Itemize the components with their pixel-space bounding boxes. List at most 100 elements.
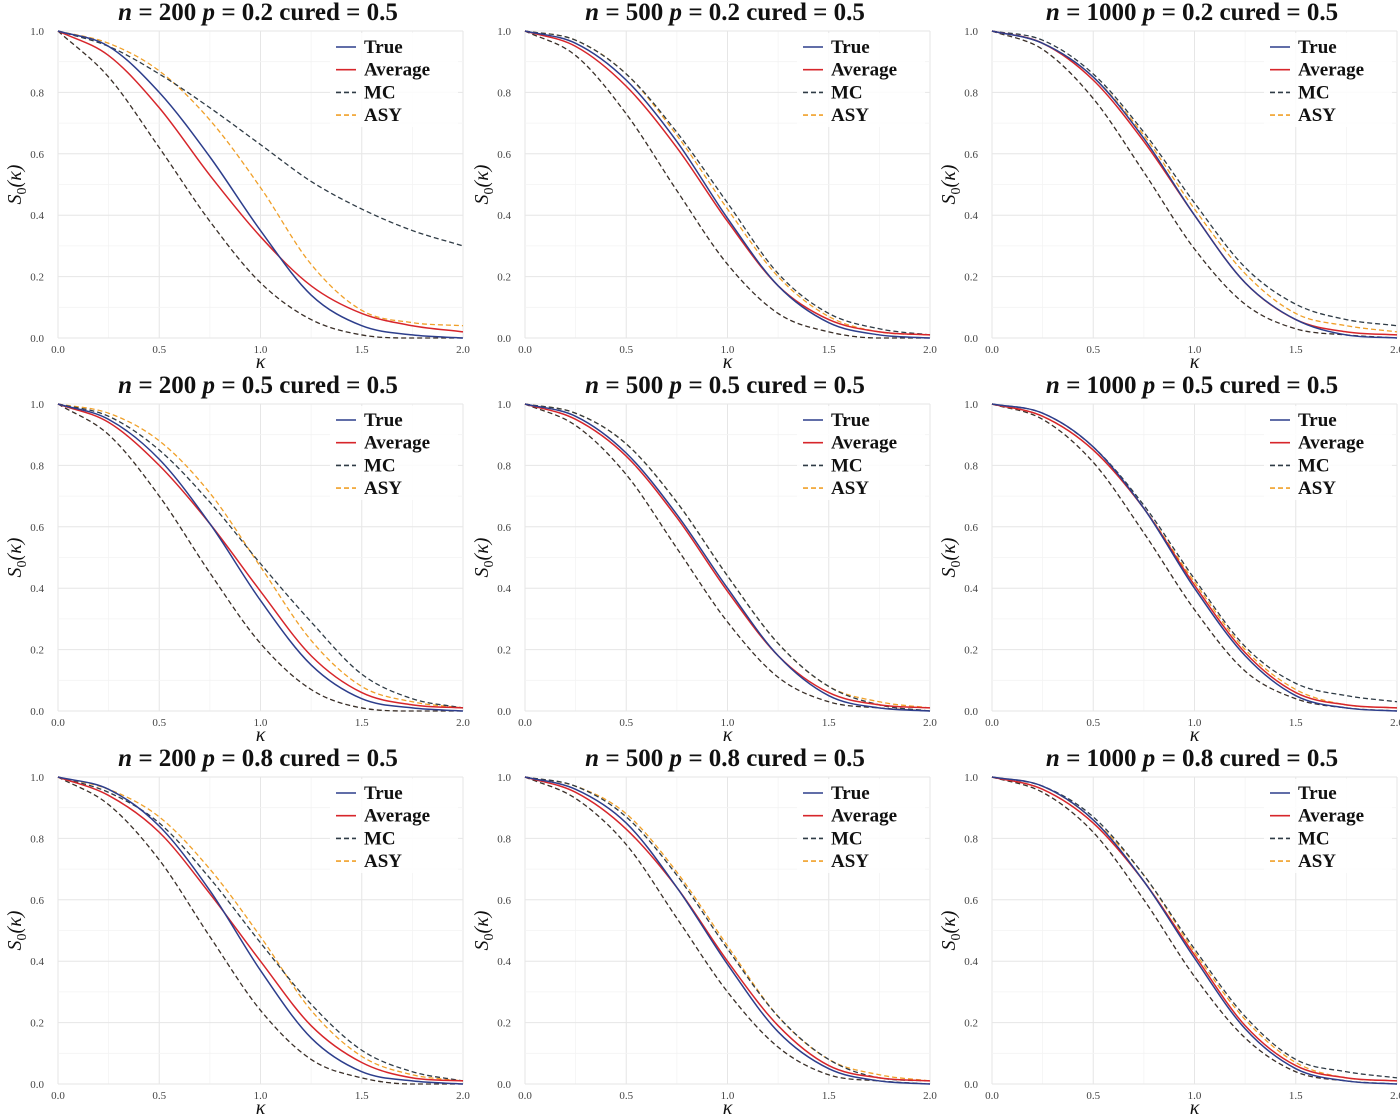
chart-title-part: 0.5 cured =	[703, 372, 828, 399]
y-tick-label: 0.2	[30, 645, 44, 657]
chart-title-part: n =	[118, 745, 152, 772]
legend-label: ASY	[1298, 851, 1336, 872]
y-tick-label: 0.8	[964, 833, 978, 845]
chart-title-part: 200	[153, 0, 197, 26]
x-tick-label: 2.0	[1390, 717, 1400, 729]
y-tick-label: 0.2	[497, 1018, 511, 1030]
chart-title-part: 0.8 cured =	[1176, 745, 1301, 772]
x-axis-label: κ	[1190, 724, 1200, 746]
x-axis-label: κ	[256, 351, 266, 373]
chart-title-part: 0.2 cured =	[703, 0, 828, 26]
chart-title-part: p =	[196, 372, 235, 399]
y-axis-label-subscript: 0	[949, 187, 964, 194]
y-axis-label-argument: (κ)	[938, 910, 960, 933]
legend-label: True	[831, 410, 870, 431]
series-line-average	[991, 403, 1398, 709]
series-line-average	[57, 30, 464, 333]
y-axis-label-argument: (κ)	[4, 164, 26, 187]
legend-label: True	[364, 783, 403, 804]
chart-title-part: p =	[663, 0, 702, 26]
y-tick-label: 0.0	[497, 1079, 511, 1091]
y-tick-label: 0.8	[30, 833, 44, 845]
x-tick-label: 0.0	[985, 1090, 999, 1102]
legend-label: Average	[831, 60, 897, 81]
chart-svg: 0.0 0.5 1.0 1.5 2.0 0.0 0.2 0.4 0.6 0.8 1.0 TrueAve…	[938, 0, 1400, 373]
gridlines	[524, 30, 931, 339]
x-tick-label: 2.0	[1390, 1090, 1400, 1102]
legend-label: ASY	[831, 105, 869, 126]
x-tick-label: 2.0	[1390, 344, 1400, 356]
legend-background	[1264, 779, 1392, 873]
y-axis-label-main: S	[471, 567, 493, 577]
x-tick-label: 0.0	[985, 717, 999, 729]
gridlines	[991, 30, 1398, 339]
chart-title: n = 200 p = 0.8 cured = 0.5	[118, 745, 398, 772]
x-tick-label: 2.0	[456, 344, 470, 356]
y-tick-label: 0.0	[964, 1079, 978, 1091]
chart-title-part: p =	[663, 745, 702, 772]
y-axis-label-subscript: 0	[949, 933, 964, 940]
x-tick-label: 0.0	[51, 717, 65, 729]
legend-label: MC	[364, 82, 396, 103]
y-axis-label-main: S	[4, 940, 26, 950]
y-tick-label: 1.0	[497, 26, 511, 38]
x-tick-label: 0.0	[51, 344, 65, 356]
legend-label: True	[1298, 410, 1337, 431]
legend-background	[330, 33, 458, 127]
series-line-mc	[991, 30, 1398, 327]
chart-title-part: 1000	[1080, 745, 1136, 772]
legend-label: ASY	[364, 851, 402, 872]
y-tick-label: 1.0	[964, 772, 978, 784]
y-tick-label: 1.0	[497, 399, 511, 411]
reference-line	[524, 30, 930, 339]
reference-line	[524, 776, 931, 1085]
reference-line	[991, 776, 1398, 1085]
y-tick-label: 0.0	[964, 706, 978, 718]
x-tick-label: 0.0	[518, 344, 532, 356]
legend-label: MC	[1298, 82, 1330, 103]
x-tick-label: 1.0	[1188, 717, 1202, 729]
x-tick-label: 0.5	[619, 344, 633, 356]
chart-title-part: 200	[153, 745, 197, 772]
y-tick-label: 0.6	[497, 149, 511, 161]
y-tick-label: 0.0	[497, 333, 511, 345]
y-axis-label-subscript: 0	[15, 187, 30, 194]
x-tick-label: 0.0	[985, 344, 999, 356]
legend-background	[1264, 406, 1392, 500]
legend-label: MC	[364, 455, 396, 476]
chart-svg: 0.0 0.5 1.0 1.5 2.0 0.0 0.2 0.4 0.6 0.8 1.0 TrueAve…	[938, 372, 1400, 746]
y-tick-label: 1.0	[30, 772, 44, 784]
y-tick-label: 0.4	[30, 583, 44, 595]
x-tick-label: 1.0	[254, 1090, 268, 1102]
series-line-asy	[57, 776, 464, 1082]
legend-label: Average	[364, 433, 430, 454]
y-tick-label: 0.4	[964, 583, 978, 595]
x-tick-label: 1.0	[1188, 1090, 1202, 1102]
legend-background	[330, 779, 458, 873]
chart-title-part: 0.5	[827, 745, 865, 772]
x-tick-label: 1.0	[721, 717, 735, 729]
y-axis-label-subscript: 0	[15, 933, 30, 940]
chart-title-part: n =	[585, 372, 619, 399]
x-tick-label: 1.0	[254, 344, 268, 356]
legend-label: MC	[831, 82, 863, 103]
x-tick-label: 0.5	[619, 717, 633, 729]
gridlines	[57, 776, 464, 1085]
series-line-mc	[991, 776, 1398, 1079]
x-tick-label: 0.5	[1086, 1090, 1100, 1102]
chart-title: n = 500 p = 0.5 cured = 0.5	[585, 372, 865, 399]
legend-label: True	[1298, 37, 1337, 58]
chart-title-part: n =	[1046, 372, 1080, 399]
legend-label: ASY	[364, 478, 402, 499]
series-line-true	[524, 403, 931, 712]
reference-line	[524, 403, 931, 712]
y-tick-label: 0.8	[497, 460, 511, 472]
x-tick-label: 0.0	[51, 1090, 65, 1102]
chart-title-part: 0.8 cured =	[703, 745, 828, 772]
y-tick-label: 0.4	[30, 956, 44, 968]
chart-title-part: p =	[196, 0, 235, 26]
chart-title-part: 0.5 cured =	[1176, 372, 1301, 399]
